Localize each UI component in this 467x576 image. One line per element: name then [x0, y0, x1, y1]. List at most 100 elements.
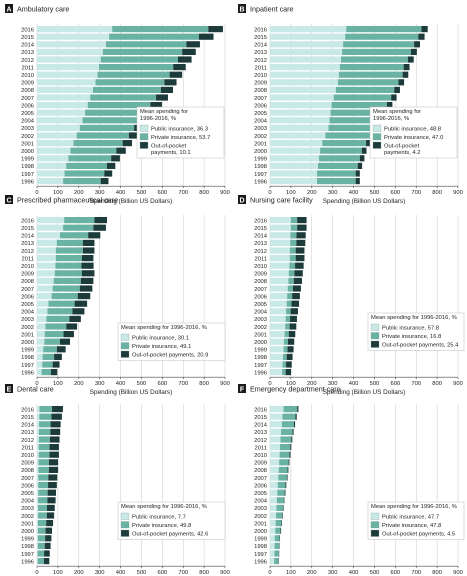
bar-public-2007 — [270, 474, 279, 481]
bar-private-2005 — [277, 489, 285, 496]
year-label: 1999 — [254, 157, 267, 163]
bar-oop-2013 — [182, 48, 196, 55]
panel-letter-tag — [238, 4, 246, 13]
year-label: 1999 — [21, 157, 34, 163]
x-tick-label: 0 — [35, 381, 38, 387]
bar-oop-2016 — [421, 26, 428, 33]
x-tick-label: 300 — [95, 190, 105, 196]
bar-oop-2012 — [178, 56, 192, 63]
bar-public-2002 — [270, 512, 277, 519]
bar-private-2016 — [290, 217, 298, 224]
year-label: 2007 — [21, 96, 34, 102]
bar-oop-2008 — [48, 466, 59, 473]
bar-oop-2010 — [81, 262, 94, 269]
bar-private-2016 — [39, 406, 53, 413]
x-tick-label: 300 — [328, 381, 338, 387]
year-label: 2004 — [254, 119, 268, 125]
x-tick-label: 0 — [268, 190, 271, 196]
bar-private-2003 — [285, 315, 291, 322]
bar-private-2013 — [56, 239, 83, 246]
bar-oop-2015 — [418, 33, 425, 40]
bar-public-2003 — [270, 124, 329, 131]
x-tick-label: 700 — [411, 190, 421, 196]
x-tick-label: 700 — [178, 570, 188, 576]
bar-public-2011 — [37, 64, 100, 71]
legend-swatch-public — [370, 512, 380, 520]
bar-oop-1996 — [355, 178, 360, 185]
year-label: 2007 — [254, 96, 267, 102]
year-label: 2015 — [254, 35, 267, 41]
legend-swatch-oop — [139, 141, 149, 149]
bar-public-2007 — [270, 94, 334, 101]
bar-oop-1997 — [355, 170, 360, 177]
bar-public-1997 — [270, 170, 317, 177]
bar-private-2013 — [290, 239, 297, 246]
legend: Mean spending for 1996-2016, % Public ins… — [367, 312, 465, 351]
bar-private-2011 — [99, 64, 174, 71]
bar-oop-2010 — [49, 451, 59, 458]
bar-public-2012 — [270, 56, 342, 63]
bar-private-2009 — [337, 79, 399, 86]
bar-public-2013 — [37, 428, 39, 435]
bar-private-2016 — [346, 26, 422, 33]
legend-label-oop: Out-of-pocket payments, 4.2 — [384, 143, 420, 156]
year-label: 2014 — [21, 234, 35, 240]
year-label: 1996 — [254, 179, 267, 185]
bar-public-2005 — [37, 489, 39, 496]
legend-label-oop: Out-of-pocket payments, 10.1 — [151, 143, 191, 156]
x-tick-label: 600 — [157, 381, 167, 387]
bar-oop-2006 — [285, 482, 287, 489]
year-label: 2014 — [254, 423, 268, 429]
x-tick-label: 500 — [137, 190, 147, 196]
bar-private-2000 — [44, 338, 60, 345]
chart-panel-a: A Ambulatory care201620152014201320122011… — [5, 4, 230, 205]
bar-private-2009 — [95, 79, 165, 86]
legend-swatch-public — [120, 333, 130, 341]
bar-oop-2007 — [156, 94, 168, 101]
bar-private-1996 — [37, 558, 44, 565]
bar-private-2012 — [38, 436, 50, 443]
legend-box — [117, 322, 226, 361]
bar-private-2000 — [37, 527, 46, 534]
bar-private-2000 — [70, 147, 117, 154]
bar-public-2014 — [270, 421, 282, 428]
bar-oop-1996 — [43, 558, 50, 565]
bar-oop-2000 — [116, 147, 126, 154]
bar-private-2005 — [286, 300, 292, 307]
x-tick-label: 100 — [286, 381, 296, 387]
bar-oop-2000 — [361, 147, 367, 154]
bar-public-2010 — [270, 71, 339, 78]
legend-swatch-private — [120, 342, 130, 350]
bar-private-2012 — [280, 436, 292, 443]
bar-public-2003 — [270, 504, 277, 511]
bar-public-2005 — [270, 109, 331, 116]
bar-private-1999 — [319, 155, 360, 162]
x-tick-label: 800 — [432, 570, 442, 576]
year-label: 1998 — [21, 544, 34, 550]
bar-oop-2010 — [402, 71, 409, 78]
panel-letter: F — [240, 386, 245, 393]
legend-label-private: Private insurance, 47.0 — [384, 135, 443, 141]
bar-oop-2002 — [289, 323, 297, 330]
bar-private-2010 — [289, 262, 296, 269]
year-label: 2012 — [21, 249, 34, 255]
bar-public-2011 — [37, 255, 56, 262]
x-axis-title: Spending (Billion US Dollars) — [323, 198, 405, 205]
x-tick-label: 100 — [53, 190, 63, 196]
year-label: 2007 — [254, 287, 267, 293]
x-tick-label: 900 — [453, 570, 463, 576]
year-label: 2006 — [21, 483, 34, 489]
bar-public-2005 — [270, 489, 278, 496]
bar-oop-2001 — [63, 331, 74, 338]
bar-public-2004 — [270, 308, 287, 315]
bar-oop-2013 — [411, 48, 417, 55]
chart-panel-e: E Dental care2016201520142013201220112010… — [5, 384, 230, 576]
year-label: 2004 — [254, 499, 268, 505]
year-label: 1997 — [254, 552, 267, 558]
bar-private-1996 — [63, 178, 101, 185]
legend-label-oop: Out-of-pocket payments, 20.9 — [132, 352, 208, 358]
x-tick-label: 600 — [157, 190, 167, 196]
bar-oop-1998 — [44, 542, 51, 549]
year-label: 2007 — [21, 287, 34, 293]
bar-public-2012 — [270, 436, 281, 443]
